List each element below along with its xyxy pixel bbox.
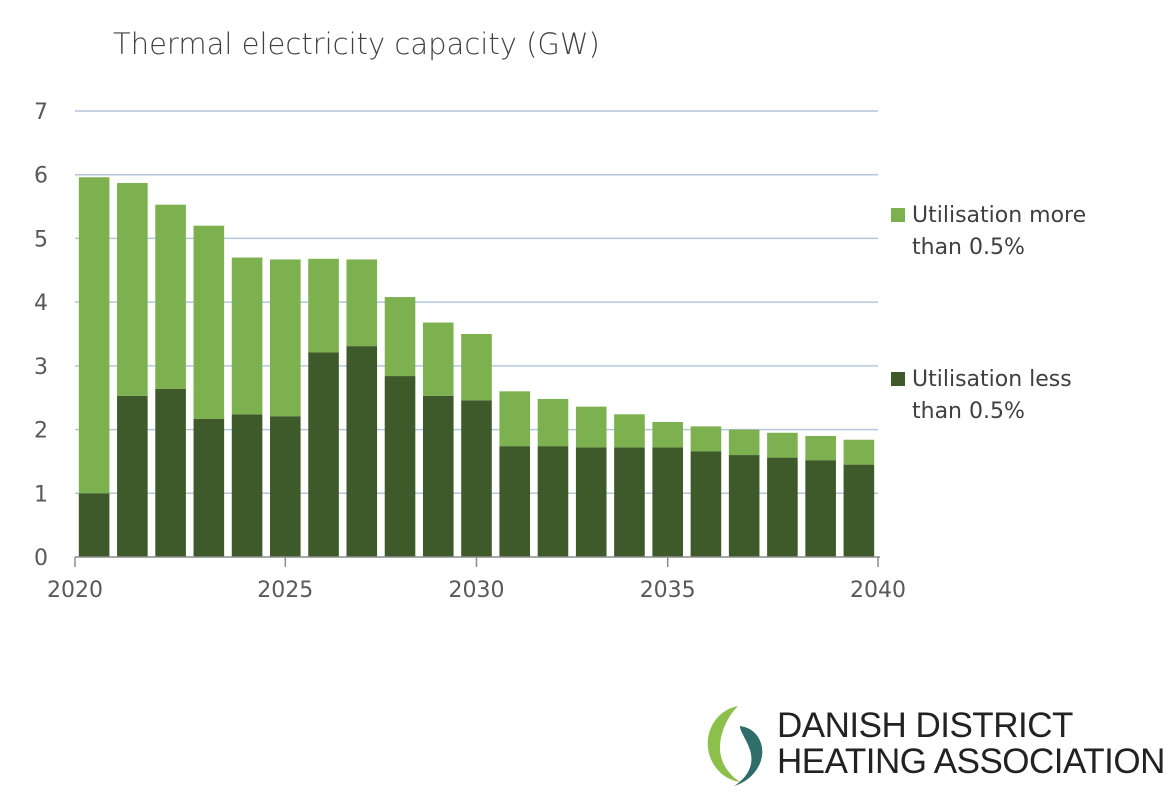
- bars: [78, 177, 875, 557]
- y-tick-label: 3: [34, 355, 48, 380]
- bar-utilisation-more: [155, 204, 186, 389]
- bar-utilisation-less: [767, 457, 798, 557]
- logo-line-1: DANISH DISTRICT: [777, 706, 1073, 745]
- bar-utilisation-less: [308, 352, 339, 557]
- legend-swatch: [891, 208, 905, 222]
- bar-utilisation-less: [193, 418, 225, 557]
- bar-utilisation-more: [767, 432, 798, 458]
- bar-utilisation-more: [690, 426, 722, 452]
- bar-utilisation-more: [117, 182, 148, 396]
- bar-utilisation-more: [614, 414, 645, 448]
- bar-utilisation-less: [270, 416, 301, 557]
- bar-utilisation-less: [499, 446, 531, 557]
- swirl-logo-icon: [707, 706, 763, 786]
- legend-label: Utilisation more: [912, 203, 1086, 228]
- bar-utilisation-more: [652, 421, 683, 448]
- legend-label: than 0.5%: [912, 399, 1025, 424]
- bar-utilisation-more: [843, 439, 875, 465]
- bar-utilisation-more: [384, 297, 416, 377]
- legend-label: than 0.5%: [912, 235, 1025, 260]
- bar-utilisation-less: [155, 388, 186, 557]
- bar-utilisation-more: [805, 435, 836, 461]
- bar-utilisation-less: [575, 447, 607, 557]
- x-tick-label: 2025: [257, 578, 313, 603]
- y-tick-label: 1: [34, 482, 48, 507]
- bar-utilisation-less: [728, 455, 760, 557]
- y-tick-label: 4: [34, 291, 48, 316]
- legend-swatch: [891, 372, 905, 386]
- bar-utilisation-more: [499, 391, 531, 447]
- bar-utilisation-less: [117, 395, 148, 557]
- bar-utilisation-less: [537, 446, 569, 557]
- bar-utilisation-more: [422, 322, 454, 396]
- bar-utilisation-less: [805, 460, 836, 557]
- dhda-logo: DANISH DISTRICT HEATING ASSOCIATION: [700, 700, 1165, 790]
- bar-utilisation-less: [346, 346, 378, 557]
- x-tick-label: 2040: [850, 578, 906, 603]
- logo-line-2: HEATING ASSOCIATION: [777, 742, 1165, 781]
- bar-utilisation-less: [614, 447, 645, 557]
- bar-utilisation-more: [537, 398, 569, 447]
- x-tick-label: 2030: [449, 578, 505, 603]
- chart-title: Thermal electricity capacity (GW): [113, 27, 600, 61]
- y-axis: 0 1 2 3 4 5 6 7: [34, 100, 48, 571]
- bar-utilisation-more: [728, 429, 760, 456]
- bar-utilisation-less: [843, 464, 875, 557]
- chart: Thermal electricity capacity (GW) 0 1 2 3 4 5…: [34, 27, 1086, 603]
- bar-utilisation-less: [461, 400, 492, 557]
- y-tick-label: 6: [34, 164, 48, 189]
- y-tick-label: 7: [34, 100, 48, 125]
- bar-utilisation-less: [422, 395, 454, 557]
- bar-utilisation-more: [270, 259, 301, 417]
- bar-utilisation-more: [461, 334, 492, 401]
- legend-label: Utilisation less: [912, 367, 1072, 392]
- bar-utilisation-less: [384, 376, 416, 557]
- bar-utilisation-less: [231, 414, 263, 557]
- bar-utilisation-less: [690, 451, 722, 557]
- bar-utilisation-less: [652, 447, 683, 557]
- x-tick-label: 2020: [47, 578, 103, 603]
- y-tick-label: 5: [34, 227, 48, 252]
- bar-utilisation-more: [78, 177, 110, 494]
- x-axis: 2020 2025 2030 2035 2040: [47, 556, 906, 603]
- bar-utilisation-more: [193, 225, 225, 419]
- bar-utilisation-more: [346, 259, 378, 347]
- legend: Utilisation more than 0.5% Utilisation les…: [891, 203, 1086, 424]
- y-tick-label: 0: [34, 546, 48, 571]
- bar-utilisation-more: [575, 406, 607, 448]
- x-tick-label: 2035: [640, 578, 696, 603]
- bar-utilisation-more: [308, 258, 339, 353]
- logo-wordmark: DANISH DISTRICT HEATING ASSOCIATION: [777, 708, 1165, 780]
- bar-utilisation-less: [78, 493, 110, 557]
- bar-utilisation-more: [231, 257, 263, 415]
- y-tick-label: 2: [34, 419, 48, 444]
